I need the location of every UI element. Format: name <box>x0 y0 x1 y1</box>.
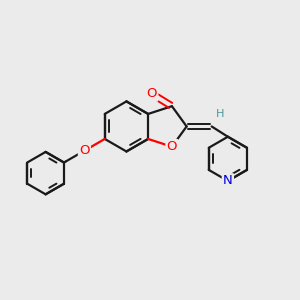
Text: H: H <box>216 109 225 119</box>
Text: O: O <box>167 140 177 153</box>
Text: N: N <box>223 174 233 188</box>
Text: O: O <box>147 87 157 100</box>
Text: O: O <box>79 144 90 157</box>
